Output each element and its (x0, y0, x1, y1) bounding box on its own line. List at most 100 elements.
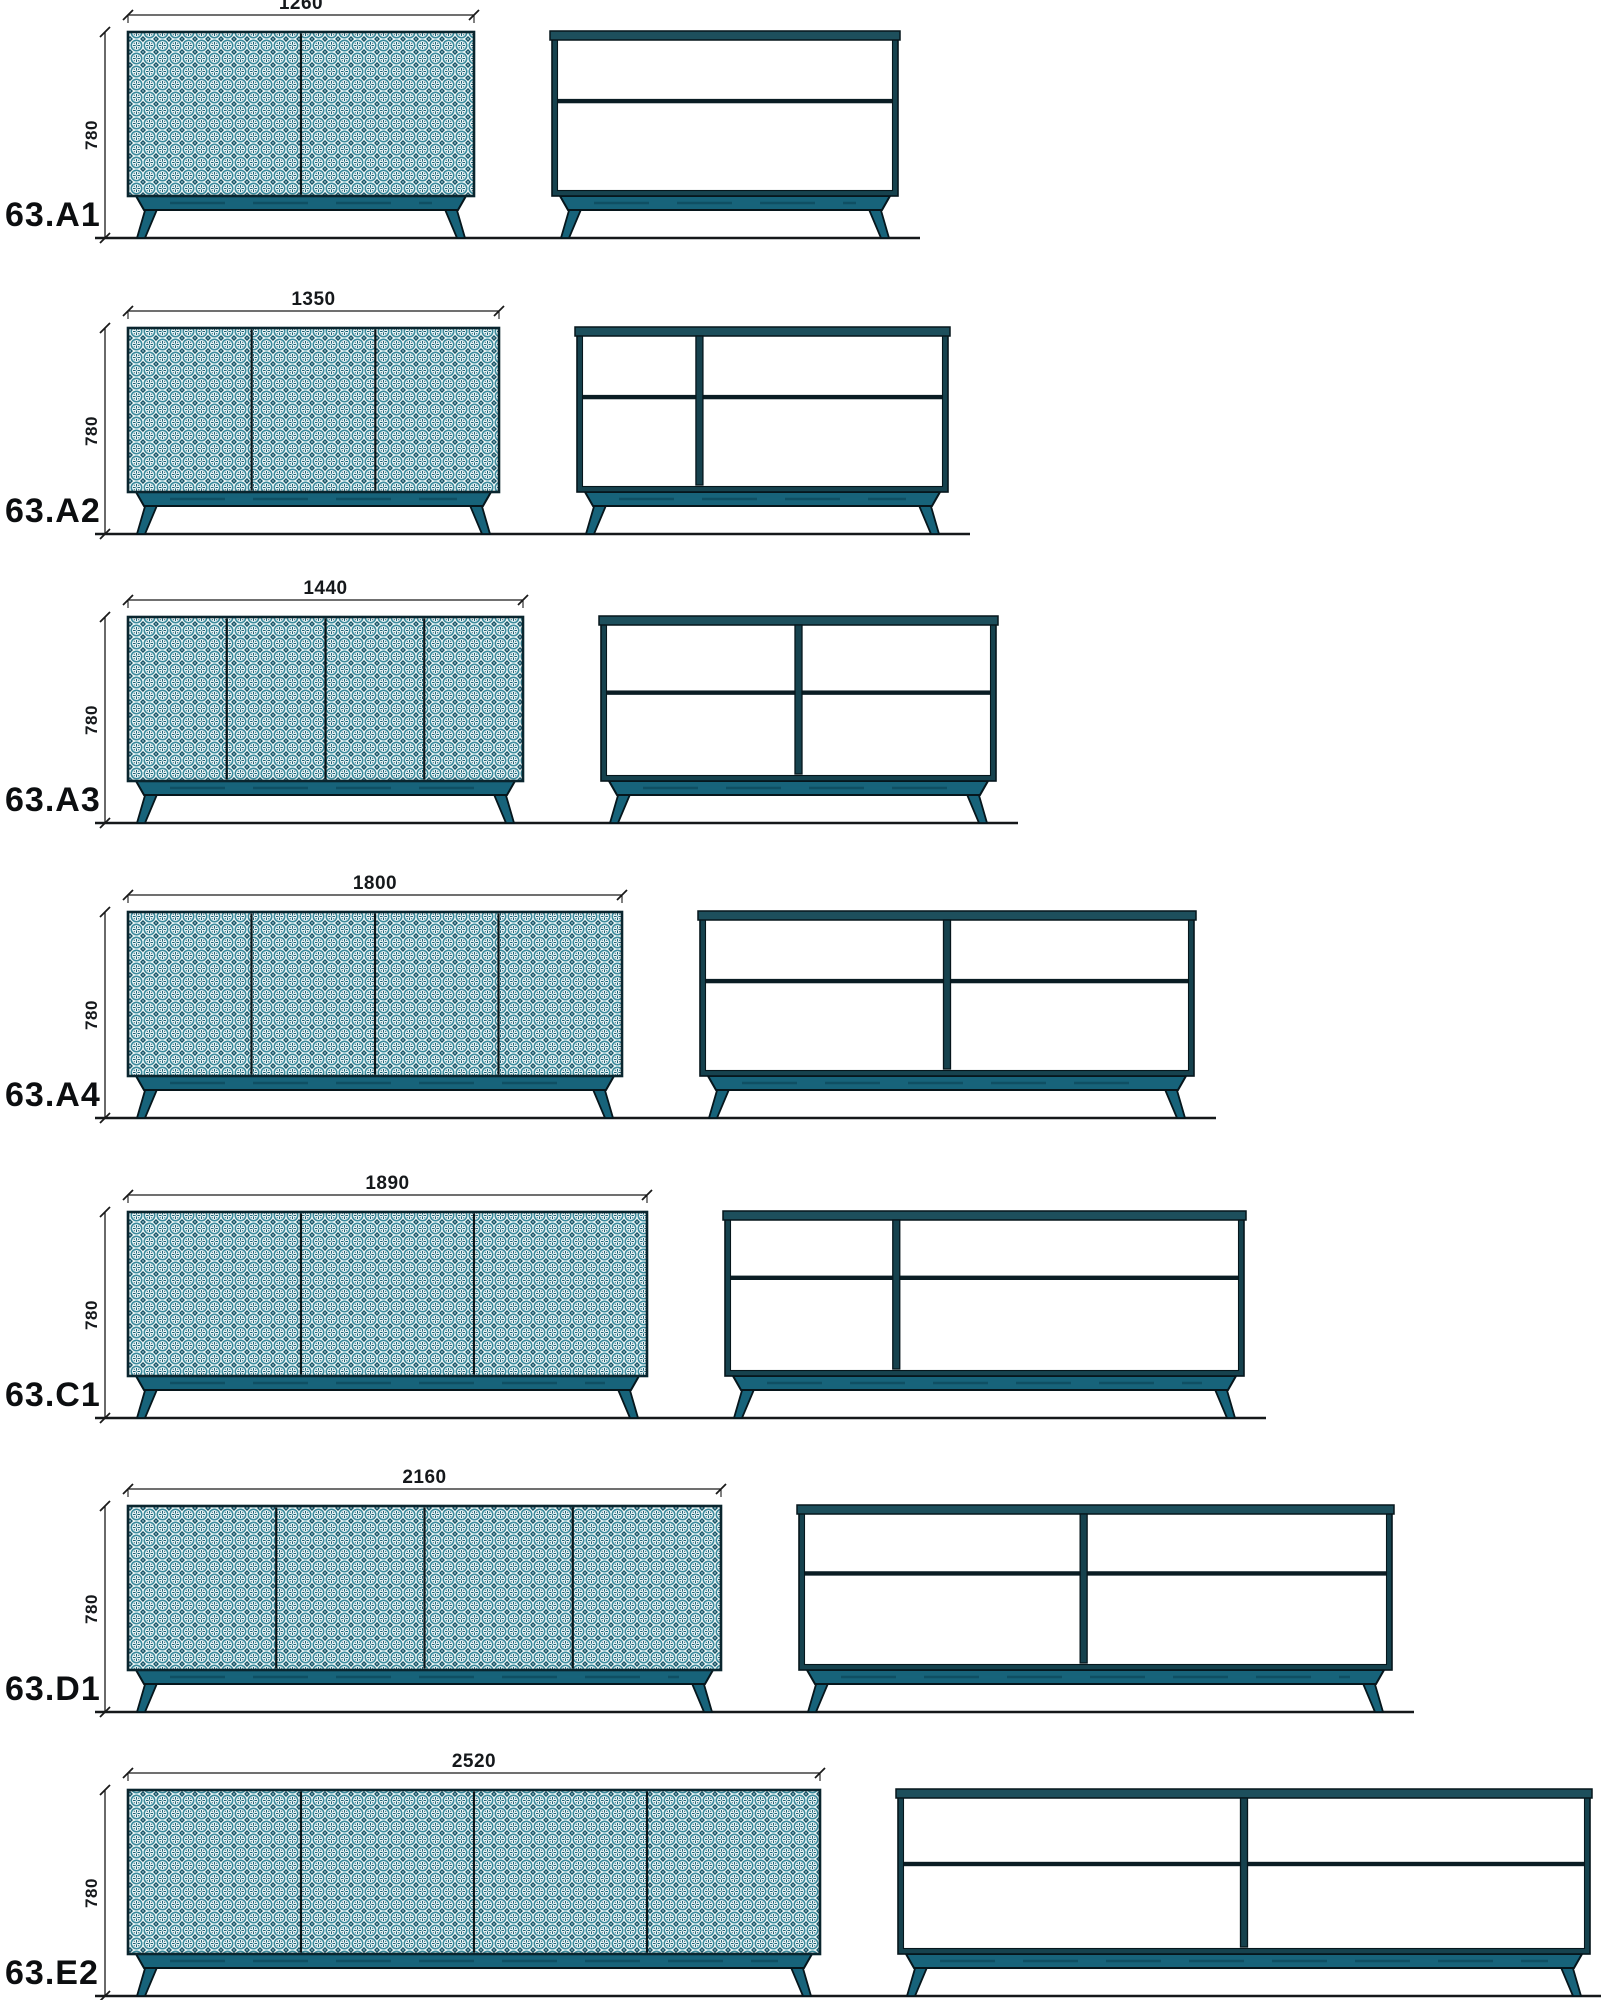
base-legs (134, 491, 493, 535)
dimension-tick (493, 305, 505, 317)
width-dimension: 2520 (122, 1751, 826, 1781)
model-label: 63.A1 (5, 196, 101, 234)
height-dimension-label: 780 (82, 416, 101, 446)
carcass-bg (725, 1212, 1244, 1376)
front-view (126, 910, 624, 1119)
base-legs (134, 780, 517, 824)
product-row-63-a2: 63.A2 1350 780 (5, 289, 970, 540)
vertical-divider (695, 335, 704, 486)
dimension-tick (99, 611, 111, 623)
dimension-tick (99, 906, 111, 918)
width-dimension: 1890 (122, 1173, 653, 1203)
model-label: 63.C1 (5, 1376, 101, 1414)
product-row-63-a3: 63.A3 1440 780 (5, 578, 1018, 829)
height-dimension: 780 (82, 1206, 111, 1424)
base-legs (731, 1375, 1238, 1419)
front-view (126, 30, 476, 239)
model-label: 63.A3 (5, 781, 101, 819)
front-view (126, 1788, 822, 1997)
shelf (583, 394, 942, 400)
model-label: 63.A4 (5, 1076, 101, 1114)
product-row-63-a4: 63.A4 1800 780 (5, 873, 1216, 1124)
side-view (574, 326, 951, 535)
width-dimension-label: 1260 (279, 0, 323, 14)
vertical-divider (1079, 1513, 1088, 1664)
height-dimension-label: 780 (82, 1000, 101, 1030)
product-row-63-c1: 63.C1 1890 780 (5, 1173, 1266, 1424)
base-legs (134, 1669, 715, 1713)
height-dimension-label: 780 (82, 1594, 101, 1624)
product-row-63-d1: 63.D1 2160 780 (5, 1467, 1414, 1718)
side-view (598, 615, 999, 824)
base-legs (134, 1375, 641, 1419)
base-legs (706, 1075, 1188, 1119)
dimension-tick (99, 528, 111, 540)
model-label: 63.A2 (5, 492, 101, 530)
dimension-tick (122, 1189, 134, 1201)
dimension-tick (715, 1483, 727, 1495)
height-dimension-label: 780 (82, 1300, 101, 1330)
dimension-tick (468, 9, 480, 21)
height-dimension: 780 (82, 1500, 111, 1718)
carcass-bg (799, 1506, 1392, 1670)
width-dimension-label: 2160 (402, 1467, 446, 1488)
dimension-tick (99, 322, 111, 334)
base-legs (904, 1953, 1584, 1997)
base-legs (805, 1669, 1386, 1713)
width-dimension: 1350 (122, 289, 505, 319)
base-legs (134, 1075, 616, 1119)
dimension-tick (99, 1784, 111, 1796)
height-dimension-label: 780 (82, 1878, 101, 1908)
width-dimension-label: 1890 (365, 1173, 409, 1194)
patterned-front (126, 1210, 649, 1378)
base-legs (134, 1953, 814, 1997)
dimension-tick (99, 26, 111, 38)
dimension-tick (122, 889, 134, 901)
width-dimension: 1800 (122, 873, 628, 903)
base-legs (558, 195, 892, 239)
dimension-tick (99, 232, 111, 244)
width-dimension: 2160 (122, 1467, 727, 1497)
model-label: 63.D1 (5, 1670, 101, 1708)
vertical-divider (1239, 1797, 1249, 1948)
front-view (126, 1504, 723, 1713)
dimension-tick (122, 594, 134, 606)
dimension-tick (99, 1706, 111, 1718)
width-dimension-label: 2520 (452, 1751, 496, 1772)
dimension-tick (122, 1483, 134, 1495)
top-slab (722, 1210, 1247, 1221)
height-dimension: 780 (82, 906, 111, 1124)
dimension-tick (99, 1206, 111, 1218)
dimension-tick (641, 1189, 653, 1201)
shelf (731, 1275, 1238, 1280)
height-dimension: 780 (82, 611, 111, 829)
dimension-tick (122, 305, 134, 317)
dimension-tick (99, 1412, 111, 1424)
top-slab (796, 1504, 1395, 1515)
rows-layer: 63.A1126078063.A2135078063.A3144078063.A… (5, 0, 1601, 2000)
side-view (895, 1788, 1593, 1997)
dimension-tick (99, 1990, 111, 2000)
width-dimension-label: 1800 (353, 873, 397, 894)
height-dimension: 780 (82, 322, 111, 540)
side-view (697, 910, 1197, 1119)
dimension-tick (122, 9, 134, 21)
base-legs (134, 195, 468, 239)
vertical-divider (942, 919, 952, 1070)
carcass-bg (577, 328, 948, 492)
dimension-tick (99, 1112, 111, 1124)
width-dimension-label: 1350 (291, 289, 335, 310)
dimension-tick (814, 1767, 826, 1779)
shelf (558, 98, 892, 104)
vertical-divider (794, 624, 803, 775)
shelf (805, 1571, 1386, 1576)
width-dimension: 1440 (122, 578, 529, 608)
height-dimension: 780 (82, 1784, 111, 2000)
front-view (126, 615, 525, 824)
base-legs (607, 780, 990, 824)
dimension-tick (122, 1767, 134, 1779)
product-row-63-e2: 63.E2 2520 780 (5, 1751, 1601, 2000)
base-legs (583, 491, 942, 535)
top-slab (895, 1788, 1593, 1799)
